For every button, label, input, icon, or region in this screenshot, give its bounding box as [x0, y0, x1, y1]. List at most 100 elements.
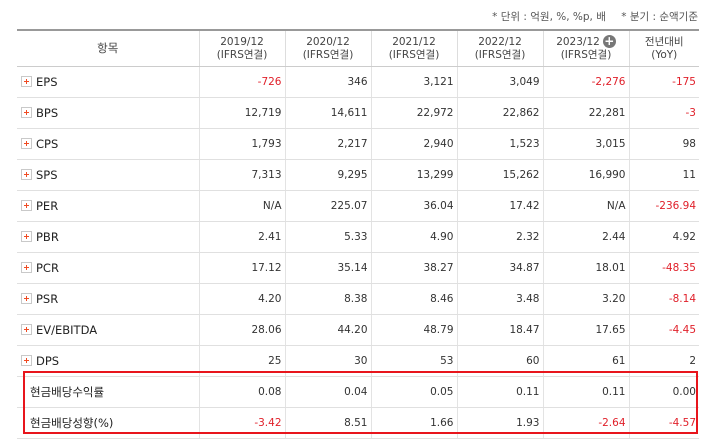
basis-label: (IFRS연결): [388, 48, 440, 61]
basis-label: (IFRS연결): [474, 48, 526, 61]
value-cell: 3,015: [542, 128, 629, 160]
row-label-cell[interactable]: DPS: [17, 345, 199, 377]
value-cell: 22,281: [542, 97, 629, 129]
row-label: 현금배당수익률: [30, 385, 105, 399]
row-label-cell[interactable]: PCR: [17, 252, 199, 284]
yoy-cell: 11: [628, 159, 699, 191]
row-label: 현금배당성향(%): [30, 416, 114, 430]
table-row: EV/EBITDA 28.06 44.20 48.79 18.47 17.65 -4.45: [17, 314, 699, 346]
value-cell: 17.42: [456, 190, 543, 222]
basis-note-text: * 분기 : 순액기준: [621, 11, 698, 23]
value-cell: 17.12: [198, 252, 285, 284]
value-cell: 36.04: [370, 190, 457, 222]
row-label: PCR: [36, 261, 59, 275]
value-cell: 5.33: [284, 221, 371, 253]
value-cell: 14,611: [284, 97, 371, 129]
value-cell: 48.79: [370, 314, 457, 346]
row-label-cell[interactable]: EPS: [17, 66, 199, 98]
value-cell: 4.20: [198, 283, 285, 315]
expand-plus-icon[interactable]: [21, 324, 32, 335]
table-row: EPS -726 346 3,121 3,049 -2,276 -175: [17, 66, 699, 98]
basis-label: (IFRS연결): [302, 48, 354, 61]
row-label: PER: [36, 199, 59, 213]
value-cell: 3.20: [542, 283, 629, 315]
value-cell: 3,049: [456, 66, 543, 98]
expand-plus-icon[interactable]: [21, 200, 32, 211]
column-header-item: 항목: [17, 29, 199, 67]
row-label-cell[interactable]: CPS: [17, 128, 199, 160]
expand-plus-icon[interactable]: [21, 262, 32, 273]
value-cell: 61: [542, 345, 629, 377]
yoy-cell: -4.57: [628, 407, 699, 439]
row-label-cell[interactable]: SPS: [17, 159, 199, 191]
row-label-cell: 현금배당수익률: [17, 376, 199, 408]
column-header-period: 2019/12 (IFRS연결): [198, 29, 285, 67]
value-cell: 2.44: [542, 221, 629, 253]
value-cell: 60: [456, 345, 543, 377]
value-cell: 2.32: [456, 221, 543, 253]
yoy-cell: 0.00: [628, 376, 699, 408]
value-cell: -726: [198, 66, 285, 98]
expand-plus-icon[interactable]: [21, 231, 32, 242]
value-cell: 12,719: [198, 97, 285, 129]
table-row: PSR 4.20 8.38 8.46 3.48 3.20 -8.14: [17, 283, 699, 315]
table-row: PER N/A 225.07 36.04 17.42 N/A -236.94: [17, 190, 699, 222]
value-cell: 22,862: [456, 97, 543, 129]
value-cell: 0.05: [370, 376, 457, 408]
table-row: PBR 2.41 5.33 4.90 2.32 2.44 4.92: [17, 221, 699, 253]
yoy-cell: 2: [628, 345, 699, 377]
value-cell: 0.08: [198, 376, 285, 408]
period-label: 2023/12: [556, 36, 600, 48]
value-cell: N/A: [542, 190, 629, 222]
value-cell: N/A: [198, 190, 285, 222]
value-cell: -2,276: [542, 66, 629, 98]
table-header-row: 항목 2019/12 (IFRS연결) 2020/12 (IFRS연결) 202…: [17, 29, 699, 67]
value-cell: 1,793: [198, 128, 285, 160]
row-label-cell[interactable]: PER: [17, 190, 199, 222]
unit-note: * 단위 : 억원, %, %p, 배 * 분기 : 순액기준: [492, 9, 698, 24]
row-label-cell[interactable]: EV/EBITDA: [17, 314, 199, 346]
expand-plus-icon[interactable]: [21, 107, 32, 118]
row-label-cell[interactable]: PBR: [17, 221, 199, 253]
column-header-yoy: 전년대비 (YoY): [628, 29, 699, 67]
row-label: SPS: [36, 168, 58, 182]
value-cell: 8.38: [284, 283, 371, 315]
value-cell: 0.04: [284, 376, 371, 408]
row-label: DPS: [36, 354, 60, 368]
row-label-cell[interactable]: BPS: [17, 97, 199, 129]
plus-circle-icon[interactable]: +: [602, 34, 616, 48]
value-cell: 34.87: [456, 252, 543, 284]
value-cell: 9,295: [284, 159, 371, 191]
expand-plus-icon[interactable]: [21, 138, 32, 149]
basis-label: (IFRS연결): [560, 49, 612, 61]
period-label: 2020/12: [306, 35, 350, 48]
value-cell: 53: [370, 345, 457, 377]
value-cell: -3.42: [198, 407, 285, 439]
value-cell: 8.51: [284, 407, 371, 439]
value-cell: 25: [198, 345, 285, 377]
yoy-cell: -236.94: [628, 190, 699, 222]
expand-plus-icon[interactable]: [21, 293, 32, 304]
expand-plus-icon[interactable]: [21, 355, 32, 366]
column-header-period: 2022/12 (IFRS연결): [456, 29, 543, 67]
value-cell: 1.93: [456, 407, 543, 439]
row-label-cell: 현금배당성향(%): [17, 407, 199, 439]
yoy-label: 전년대비: [644, 35, 684, 48]
value-cell: 30: [284, 345, 371, 377]
value-cell: 7,313: [198, 159, 285, 191]
unit-note-text: * 단위 : 억원, %, %p, 배: [492, 11, 606, 23]
table-row: DPS 25 30 53 60 61 2: [17, 345, 699, 377]
row-label-cell[interactable]: PSR: [17, 283, 199, 315]
expand-plus-icon[interactable]: [21, 169, 32, 180]
expand-plus-icon[interactable]: [21, 76, 32, 87]
value-cell: 35.14: [284, 252, 371, 284]
value-cell: 3.48: [456, 283, 543, 315]
table-row: 현금배당수익률 0.08 0.04 0.05 0.11 0.11 0.00: [17, 376, 699, 408]
value-cell: 13,299: [370, 159, 457, 191]
value-cell: 1,523: [456, 128, 543, 160]
row-label: BPS: [36, 106, 59, 120]
value-cell: 28.06: [198, 314, 285, 346]
value-cell: 18.01: [542, 252, 629, 284]
table-row: 현금배당성향(%) -3.42 8.51 1.66 1.93 -2.64 -4.57: [17, 407, 699, 439]
row-label: PBR: [36, 230, 59, 244]
